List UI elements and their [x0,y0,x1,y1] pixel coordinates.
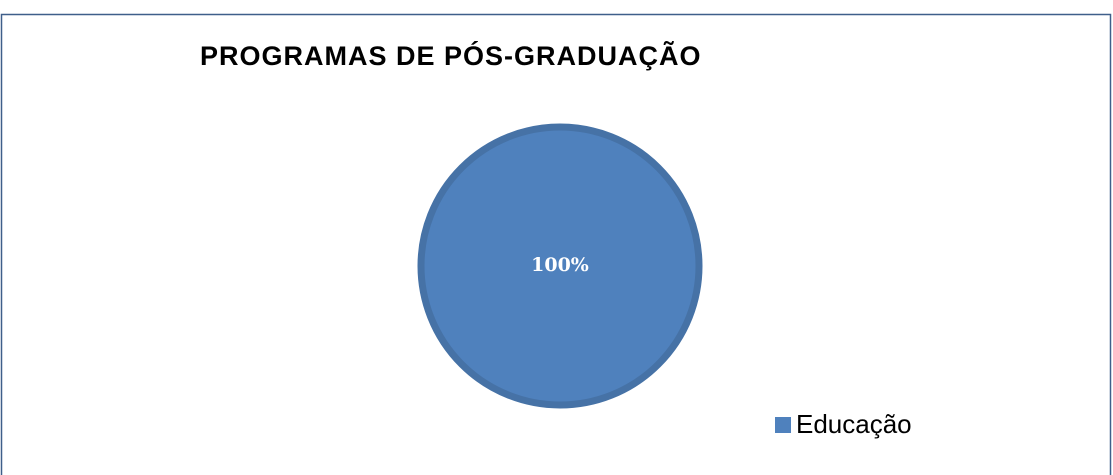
pie-slice [417,123,703,409]
legend-label: Educação [796,409,912,439]
legend-swatch [775,417,791,433]
data-label: 100% [531,254,589,276]
chart-title: PROGRAMAS DE PÓS-GRADUAÇÃO [200,40,702,71]
